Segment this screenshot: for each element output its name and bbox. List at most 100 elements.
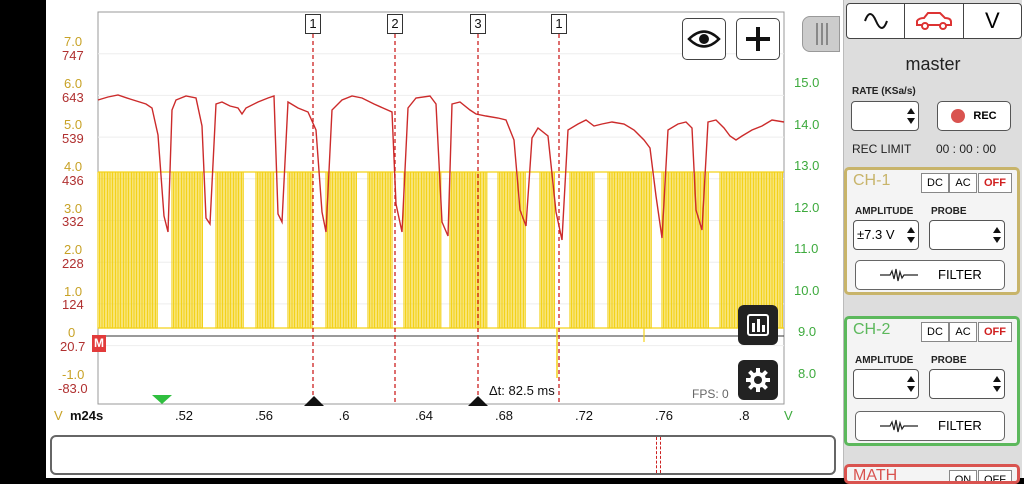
x-tick: .76 xyxy=(654,408,674,423)
left-tick: 332 xyxy=(62,214,84,229)
cursor-label[interactable]: 1 xyxy=(551,14,567,34)
x-tick: .8 xyxy=(738,408,750,423)
x-tick: .56 xyxy=(254,408,274,423)
math-on-button[interactable]: ON xyxy=(949,470,977,481)
left-tick: 5.0 xyxy=(64,117,83,132)
cursor-marker xyxy=(468,396,488,406)
ch2-probe-select[interactable] xyxy=(929,369,1005,399)
ch2-ac-button[interactable]: AC xyxy=(949,322,977,342)
math-off-button[interactable]: OFF xyxy=(978,470,1012,481)
ch2-off-button[interactable]: OFF xyxy=(978,322,1012,342)
grip-icon xyxy=(816,23,828,45)
left-tick: 0 xyxy=(68,325,76,340)
ch2-filter-button[interactable]: FILTER xyxy=(855,411,1005,441)
ch1-filter-button[interactable]: FILTER xyxy=(855,260,1005,290)
ch2-amplitude-select[interactable] xyxy=(853,369,919,399)
sine-wave-icon xyxy=(863,13,888,29)
updown-arrows-icon xyxy=(907,108,915,124)
left-tick: 747 xyxy=(62,48,84,63)
right-tick: 9.0 xyxy=(798,324,817,339)
car-icon xyxy=(915,12,952,30)
right-tick: 15.0 xyxy=(794,75,820,90)
x-tick: .72 xyxy=(574,408,594,423)
waveform-icon xyxy=(880,268,918,282)
mode-selector: V xyxy=(846,3,1022,39)
updown-arrows-icon xyxy=(993,227,1001,243)
ch1-amplitude-label: AMPLITUDE xyxy=(855,206,914,217)
ch1-amplitude-select[interactable]: ±7.3 V xyxy=(853,220,919,250)
add-button[interactable] xyxy=(736,18,780,60)
rate-select[interactable] xyxy=(851,101,919,131)
rate-label: RATE (KSa/s) xyxy=(852,86,916,97)
left-tick: 228 xyxy=(62,256,84,271)
ch2-filter-label: FILTER xyxy=(938,418,982,433)
panel-collapse-handle[interactable] xyxy=(802,16,840,52)
math-label: MATH xyxy=(853,467,898,484)
eye-icon xyxy=(687,30,721,48)
delta-time-label: Δt: 82.5 ms xyxy=(489,383,555,398)
x-unit-right: V xyxy=(784,408,793,423)
updown-arrows-icon xyxy=(993,376,1001,392)
left-tick: 436 xyxy=(62,173,84,188)
ch2-dc-button[interactable]: DC xyxy=(921,322,949,342)
eye-button[interactable] xyxy=(682,18,726,60)
x-tick: .52 xyxy=(174,408,194,423)
ch1-amplitude-value: ±7.3 V xyxy=(857,227,895,242)
timeline-scrollbar[interactable] xyxy=(50,435,836,475)
ch1-label: CH-1 xyxy=(853,172,891,189)
right-tick: 8.0 xyxy=(798,366,817,381)
x-start-label: m24s xyxy=(70,408,104,423)
panel-title: master xyxy=(905,54,961,74)
left-tick: 7.0 xyxy=(64,34,83,49)
settings-button[interactable] xyxy=(738,360,778,400)
cursor-label[interactable]: 1 xyxy=(305,14,321,34)
right-tick: 10.0 xyxy=(794,283,820,298)
marker-badge[interactable]: M xyxy=(92,335,106,352)
left-tick: 4.0 xyxy=(64,159,83,174)
gear-icon xyxy=(746,368,770,392)
waveform-icon xyxy=(880,419,918,433)
rec-limit-value: 00 : 00 : 00 xyxy=(936,142,997,156)
ch2-probe-label: PROBE xyxy=(931,355,967,366)
scope-plot[interactable] xyxy=(46,0,1024,478)
marker-value: 20.7 xyxy=(60,339,86,354)
x-tick: .64 xyxy=(414,408,434,423)
fps-label: FPS: 0 xyxy=(692,387,729,401)
trigger-marker xyxy=(152,395,172,404)
bar-chart-icon xyxy=(747,314,769,336)
x-tick: .68 xyxy=(494,408,514,423)
right-tick: 11.0 xyxy=(794,241,819,256)
right-tick: 14.0 xyxy=(794,117,820,132)
left-tick: -83.0 xyxy=(58,381,88,396)
ch1-ac-button[interactable]: AC xyxy=(949,173,977,193)
timeline-cursor xyxy=(656,437,657,473)
sine-mode-button[interactable] xyxy=(847,4,906,38)
updown-arrows-icon xyxy=(907,227,915,243)
oscilloscope-app: 7.0 6.0 5.0 4.0 3.0 2.0 1.0 0 -1.0 747 6… xyxy=(46,0,1024,484)
rec-label: REC xyxy=(973,110,997,122)
ch1-off-button[interactable]: OFF xyxy=(978,173,1012,193)
left-tick: 6.0 xyxy=(64,76,83,91)
cursor-label[interactable]: 2 xyxy=(387,14,403,34)
x-unit-left: V xyxy=(54,408,63,423)
v-mode-button[interactable]: V xyxy=(984,8,1000,33)
left-tick: -1.0 xyxy=(62,367,85,382)
ch1-dc-button[interactable]: DC xyxy=(921,173,949,193)
ch2-amplitude-label: AMPLITUDE xyxy=(855,355,914,366)
ch1-probe-select[interactable] xyxy=(929,220,1005,250)
plus-icon xyxy=(746,27,770,51)
rec-limit-label: REC LIMIT xyxy=(852,142,912,156)
cursor-label[interactable]: 3 xyxy=(470,14,486,34)
left-tick: 124 xyxy=(62,297,84,312)
measurements-button[interactable] xyxy=(738,305,778,345)
math-card: MATH ON OFF xyxy=(844,464,1020,484)
left-tick: 539 xyxy=(62,131,84,146)
updown-arrows-icon xyxy=(907,376,915,392)
record-icon xyxy=(951,109,966,123)
right-tick: 12.0 xyxy=(794,200,820,215)
red-trace xyxy=(97,94,785,241)
left-tick: 1.0 xyxy=(64,284,83,299)
car-mode-button[interactable] xyxy=(905,4,964,38)
rec-button[interactable]: REC xyxy=(937,101,1011,131)
ch1-filter-label: FILTER xyxy=(938,267,982,282)
